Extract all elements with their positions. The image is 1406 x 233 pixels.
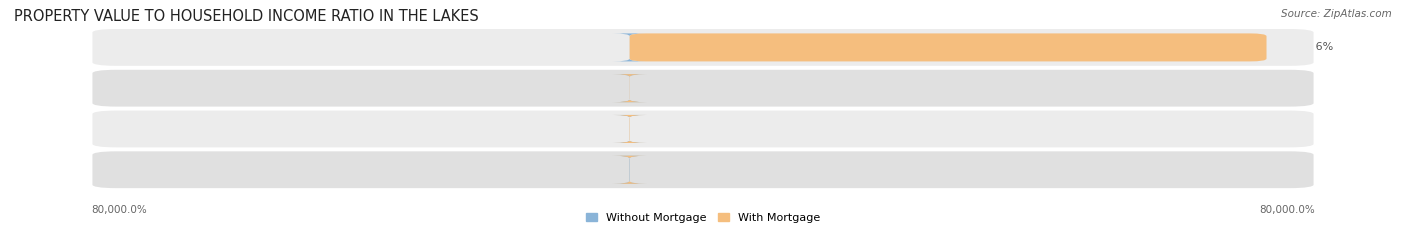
Text: 74,382.6%: 74,382.6%: [1274, 42, 1334, 52]
Legend: Without Mortgage, With Mortgage: Without Mortgage, With Mortgage: [582, 209, 824, 227]
Text: 59.6%: 59.6%: [586, 165, 623, 175]
Text: Source: ZipAtlas.com: Source: ZipAtlas.com: [1281, 9, 1392, 19]
Text: 80,000.0%: 80,000.0%: [1258, 205, 1315, 215]
Text: 2.0x to 2.9x: 2.0x to 2.9x: [633, 83, 695, 93]
Text: 3.0x to 3.9x: 3.0x to 3.9x: [633, 124, 695, 134]
Text: 9.9%: 9.9%: [593, 42, 623, 52]
Text: 11.4%: 11.4%: [588, 83, 623, 93]
Text: 21.6%: 21.6%: [637, 83, 672, 93]
Text: 40.7%: 40.7%: [637, 124, 672, 134]
Text: 10.2%: 10.2%: [637, 165, 672, 175]
Text: 4.0x or more: 4.0x or more: [633, 165, 699, 175]
Text: 80,000.0%: 80,000.0%: [91, 205, 148, 215]
Text: Less than 2.0x: Less than 2.0x: [633, 42, 709, 52]
Text: PROPERTY VALUE TO HOUSEHOLD INCOME RATIO IN THE LAKES: PROPERTY VALUE TO HOUSEHOLD INCOME RATIO…: [14, 9, 479, 24]
Text: 18.4%: 18.4%: [586, 124, 623, 134]
